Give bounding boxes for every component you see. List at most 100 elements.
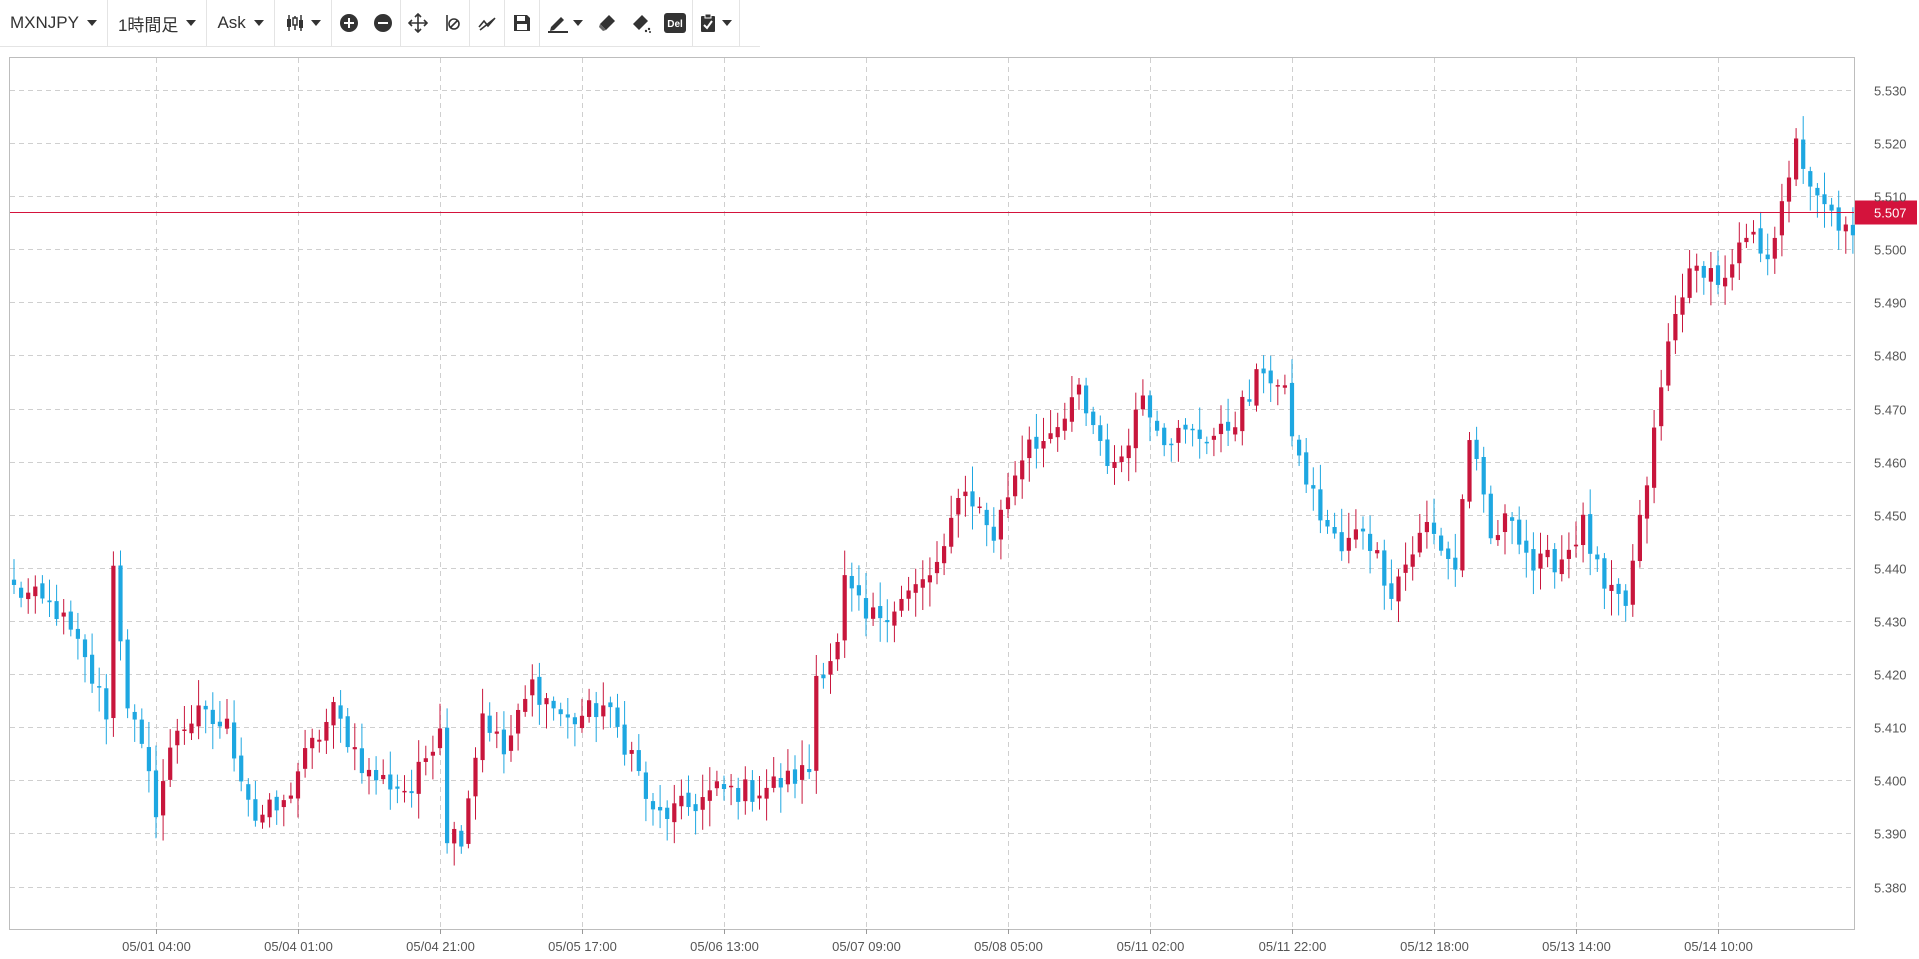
eraser-all-button[interactable] — [624, 0, 658, 46]
candle — [1084, 377, 1089, 427]
candle — [1595, 546, 1600, 572]
candle — [473, 747, 478, 820]
candle-body — [1098, 425, 1103, 441]
candle — [1701, 261, 1706, 295]
x-tick-label: 05/08 05:00 — [974, 939, 1043, 954]
zoom-out-button[interactable] — [366, 0, 401, 46]
timeframe-dropdown[interactable]: 1時間足 — [108, 0, 208, 46]
candle — [913, 568, 918, 617]
price-type-dropdown[interactable]: Ask — [207, 0, 275, 46]
candle — [622, 701, 627, 766]
y-tick-label: 5.490 — [1874, 296, 1907, 311]
candle — [1694, 253, 1699, 293]
candle-body — [217, 721, 222, 727]
candle — [871, 592, 876, 626]
chevron-down-icon — [186, 20, 197, 26]
candle-body — [1730, 264, 1735, 278]
candle-body — [523, 698, 528, 712]
candle-body — [516, 709, 521, 734]
candle — [1020, 435, 1025, 499]
candle-body — [1247, 399, 1252, 402]
candle-body — [800, 765, 805, 780]
candle — [1474, 426, 1479, 471]
candle — [828, 643, 833, 694]
candle-body — [33, 586, 38, 597]
candle — [1652, 409, 1657, 504]
candle-body — [210, 709, 215, 725]
candle-body — [778, 777, 783, 788]
symbol-dropdown[interactable]: MXNJPY — [0, 0, 108, 46]
candle — [1843, 216, 1848, 254]
candle — [558, 702, 563, 727]
candle — [991, 507, 996, 553]
delete-button[interactable]: Del — [658, 0, 693, 46]
candle-body — [771, 776, 776, 788]
candle-body — [494, 731, 499, 734]
candle-body — [1261, 368, 1266, 374]
candle — [253, 780, 258, 827]
candle-body — [1680, 297, 1685, 315]
candle-body — [949, 517, 954, 547]
zoom-in-button[interactable] — [332, 0, 366, 46]
x-tick-label: 05/04 01:00 — [264, 939, 333, 954]
candle — [161, 759, 166, 841]
candle-body — [679, 795, 684, 807]
candle — [1502, 504, 1508, 555]
candle — [906, 576, 911, 611]
candle — [203, 700, 208, 734]
candle-body — [1708, 268, 1713, 282]
candle-body — [274, 796, 279, 811]
plot-area-border — [9, 57, 1855, 930]
candle — [1524, 519, 1529, 578]
clipboard-button[interactable] — [693, 0, 740, 46]
candle-body — [1368, 533, 1373, 551]
candle — [984, 502, 989, 547]
candle — [1176, 420, 1181, 462]
candle-body — [125, 639, 130, 709]
candle — [1396, 569, 1401, 623]
candle-body — [1517, 519, 1522, 545]
candle-body — [1105, 439, 1110, 466]
candle — [1247, 379, 1252, 406]
candle — [1460, 494, 1465, 578]
candle — [1268, 355, 1273, 403]
zoom-out-icon — [373, 14, 392, 32]
candle-body — [750, 780, 755, 802]
candle-body — [530, 679, 535, 696]
candle — [885, 599, 890, 643]
candle — [182, 705, 187, 745]
indicator-button[interactable] — [470, 0, 505, 46]
candle — [1779, 183, 1784, 257]
candle — [1169, 438, 1174, 462]
candle — [970, 466, 975, 530]
candle-body — [1467, 440, 1472, 502]
candle-body — [963, 491, 968, 497]
pen-button[interactable] — [540, 0, 590, 46]
candle — [331, 696, 336, 749]
save-button[interactable] — [505, 0, 540, 46]
candle-body — [1581, 514, 1586, 546]
ruler-button[interactable] — [435, 0, 470, 46]
chevron-down-icon — [253, 20, 264, 26]
candle-body — [1524, 540, 1529, 553]
candle-body — [1389, 583, 1394, 599]
candle-body — [1169, 443, 1174, 446]
move-button[interactable] — [401, 0, 435, 46]
candle-body — [1417, 532, 1422, 553]
candle-body — [1211, 435, 1216, 440]
candle-body — [40, 583, 45, 599]
candle — [736, 777, 741, 820]
x-tick-label: 05/14 10:00 — [1684, 939, 1753, 954]
candle-body — [75, 628, 80, 639]
candle — [381, 759, 386, 785]
chart-type-button[interactable] — [275, 0, 332, 46]
candles — [11, 116, 1855, 866]
candle-body — [324, 721, 329, 741]
candle — [295, 762, 301, 818]
candle-body — [1289, 382, 1295, 437]
eraser-button[interactable] — [590, 0, 624, 46]
candle-body — [246, 784, 251, 800]
candle — [19, 581, 24, 608]
candle-body — [388, 774, 393, 790]
